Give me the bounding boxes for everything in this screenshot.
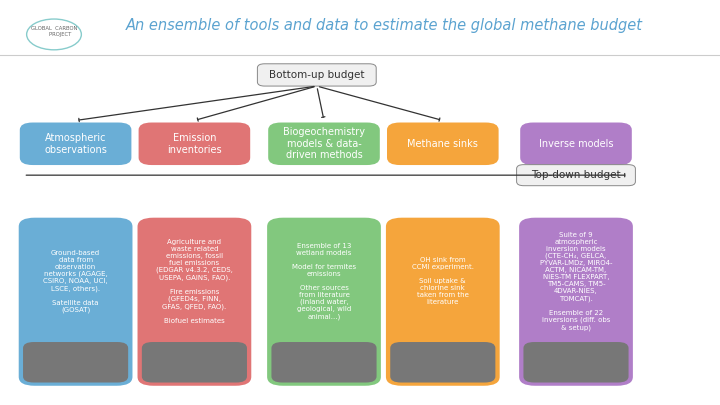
FancyBboxPatch shape xyxy=(23,342,128,382)
FancyBboxPatch shape xyxy=(138,218,251,386)
FancyBboxPatch shape xyxy=(519,218,633,386)
FancyBboxPatch shape xyxy=(523,342,629,382)
Text: Emission
inventories: Emission inventories xyxy=(167,133,222,155)
Text: Bottom-up budget: Bottom-up budget xyxy=(269,70,364,80)
Text: Methane sinks: Methane sinks xyxy=(408,139,478,149)
Text: An ensemble of tools and data to estimate the global methane budget: An ensemble of tools and data to estimat… xyxy=(126,18,643,33)
FancyBboxPatch shape xyxy=(258,64,376,86)
Text: GLOBAL  CARBON
        PROJECT: GLOBAL CARBON PROJECT xyxy=(31,26,77,37)
Text: Top-down budget: Top-down budget xyxy=(531,170,621,180)
FancyBboxPatch shape xyxy=(19,122,132,165)
Text: Biogeochemistry
models & data-
driven methods: Biogeochemistry models & data- driven me… xyxy=(283,127,365,160)
Text: OH sink from
CCMI experiment.

Soil uptake &
chlorine sink
taken from the
litera: OH sink from CCMI experiment. Soil uptak… xyxy=(412,258,474,305)
FancyBboxPatch shape xyxy=(517,164,636,185)
Text: Ground-based
data from
observation
networks (AGAGE,
CSIRO, NOAA, UCI,
LSCE, othe: Ground-based data from observation netwo… xyxy=(43,250,108,313)
FancyBboxPatch shape xyxy=(387,122,498,165)
FancyBboxPatch shape xyxy=(271,342,377,382)
FancyBboxPatch shape xyxy=(268,122,380,165)
FancyBboxPatch shape xyxy=(19,218,132,386)
FancyBboxPatch shape xyxy=(138,122,251,165)
Text: Suite of 9
atmospheric
inversion models
(CTE-CH₄, GELCA,
PYVAR-LMDz, MIRO4-
ACTM: Suite of 9 atmospheric inversion models … xyxy=(540,232,612,331)
Text: Atmospheric
observations: Atmospheric observations xyxy=(44,133,107,155)
Text: Ensemble of 13
wetland models

Model for termites
emissions

Other sources
from : Ensemble of 13 wetland models Model for … xyxy=(292,243,356,320)
FancyBboxPatch shape xyxy=(521,122,632,165)
FancyBboxPatch shape xyxy=(142,342,247,382)
FancyBboxPatch shape xyxy=(267,218,381,386)
Text: Agriculture and
waste related
emissions, fossil
fuel emissions
(EDGAR v4.3.2, CE: Agriculture and waste related emissions,… xyxy=(156,239,233,324)
FancyBboxPatch shape xyxy=(390,342,495,382)
Text: Inverse models: Inverse models xyxy=(539,139,613,149)
FancyBboxPatch shape xyxy=(386,218,500,386)
